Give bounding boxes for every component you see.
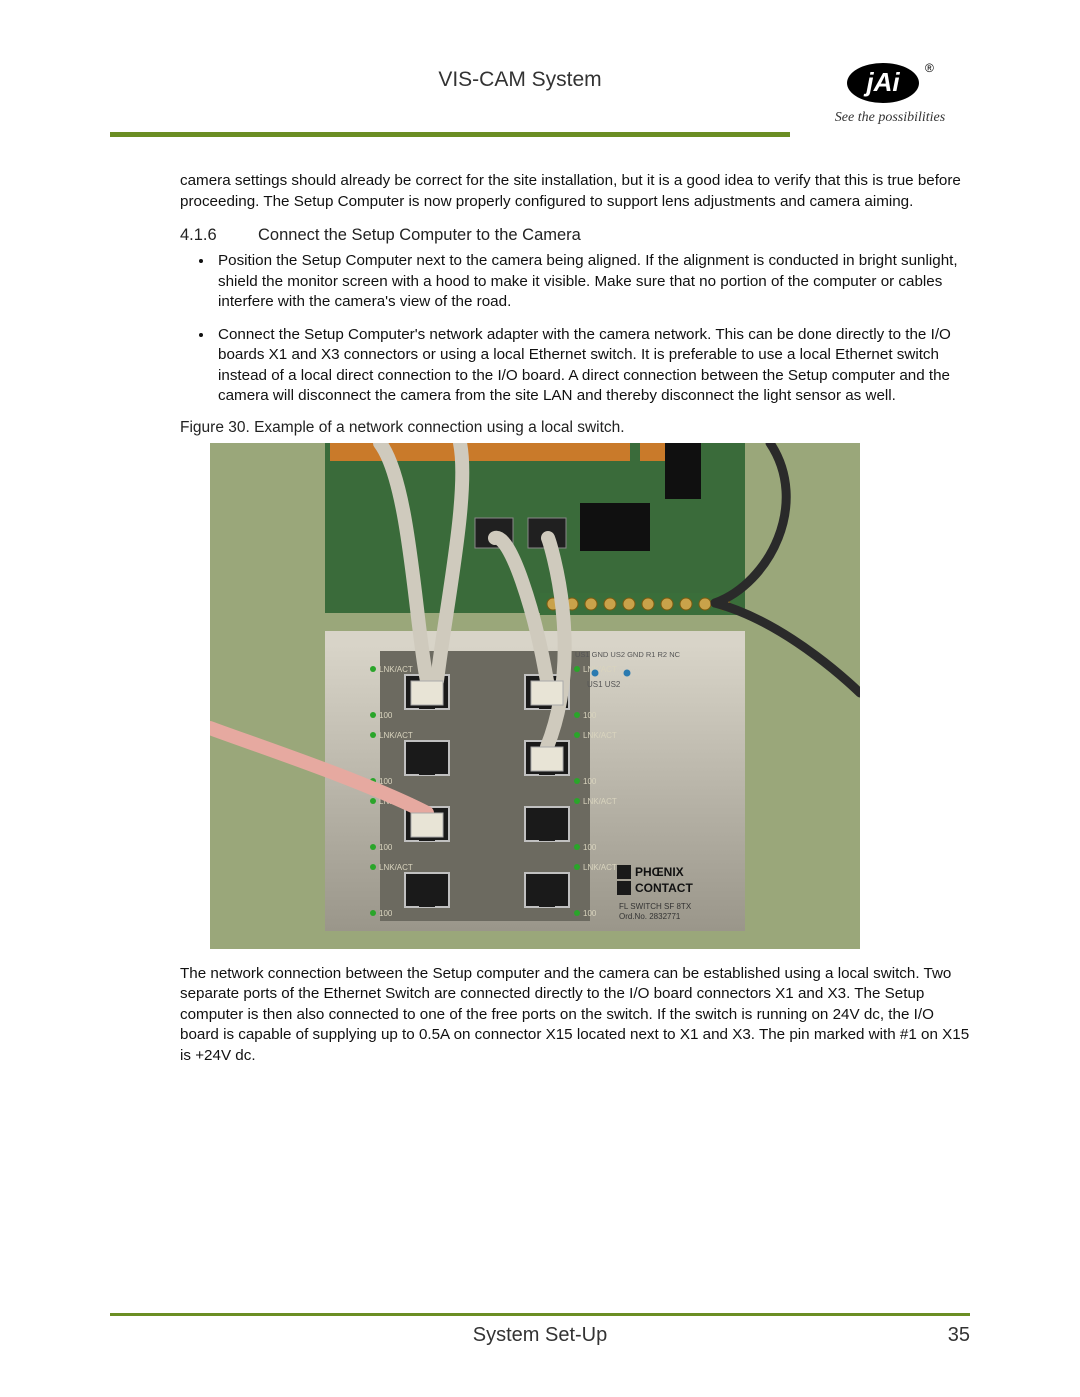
header: VIS-CAM System jAi ® See the possibiliti… (110, 60, 970, 126)
svg-text:Ord.No. 2832771: Ord.No. 2832771 (619, 912, 681, 921)
after-figure-paragraph: The network connection between the Setup… (180, 964, 970, 1067)
svg-text:100: 100 (583, 777, 597, 786)
svg-text:LNK/ACT: LNK/ACT (583, 731, 617, 740)
svg-text:LNK/ACT: LNK/ACT (379, 863, 413, 872)
network-switch-photo-icon: LNK/ACT 100 LNK/ACT 100 LNK/ACT 100 LNK/ACT 100… (210, 443, 860, 949)
page-number: 35 (930, 1324, 970, 1347)
header-rule (110, 132, 790, 137)
bullet-list: Position the Setup Computer next to the … (180, 251, 970, 407)
list-item: Position the Setup Computer next to the … (214, 251, 970, 313)
svg-text:100: 100 (379, 843, 393, 852)
list-item: Connect the Setup Computer's network ada… (214, 325, 970, 407)
svg-text:®: ® (925, 61, 934, 75)
svg-text:LNK/ACT: LNK/ACT (379, 731, 413, 740)
logo-block: jAi ® See the possibilities (810, 60, 970, 126)
svg-text:100: 100 (583, 711, 597, 720)
svg-text:100: 100 (583, 843, 597, 852)
svg-text:100: 100 (379, 711, 393, 720)
section-number: 4.1.6 (180, 226, 236, 245)
footer-title: System Set-Up (110, 1324, 930, 1347)
svg-text:LNK/ACT: LNK/ACT (583, 665, 617, 674)
footer: System Set-Up 35 (110, 1313, 970, 1347)
svg-text:100: 100 (583, 909, 597, 918)
svg-text:US1 US2: US1 US2 (587, 680, 621, 689)
doc-title: VIS-CAM System (110, 60, 810, 92)
section-heading: 4.1.6 Connect the Setup Computer to the … (180, 226, 970, 245)
svg-text:LNK/ACT: LNK/ACT (379, 665, 413, 674)
svg-text:LNK/ACT: LNK/ACT (583, 797, 617, 806)
logo-tagline: See the possibilities (810, 110, 970, 126)
page: VIS-CAM System jAi ® See the possibiliti… (0, 0, 1080, 1397)
svg-text:US1 GND US2 GND R1 R2: US1 GND US2 GND R1 R2 NC (575, 650, 681, 659)
jai-logo-icon: jAi ® (845, 60, 935, 106)
intro-paragraph: camera settings should already be correc… (180, 171, 970, 212)
svg-text:CONTACT: CONTACT (635, 881, 693, 895)
svg-text:FL SWITCH SF 8TX: FL SWITCH SF 8TX (619, 902, 692, 911)
figure: LNK/ACT 100 LNK/ACT 100 LNK/ACT 100 LNK/ACT 100… (210, 443, 970, 954)
figure-caption: Figure 30. Example of a network connecti… (180, 419, 970, 437)
svg-text:LNK/ACT: LNK/ACT (583, 863, 617, 872)
footer-rule (110, 1313, 970, 1316)
svg-text:jAi: jAi (863, 67, 900, 97)
svg-text:100: 100 (379, 909, 393, 918)
svg-text:PHŒNIX: PHŒNIX (635, 865, 684, 879)
section-title: Connect the Setup Computer to the Camera (258, 226, 581, 245)
